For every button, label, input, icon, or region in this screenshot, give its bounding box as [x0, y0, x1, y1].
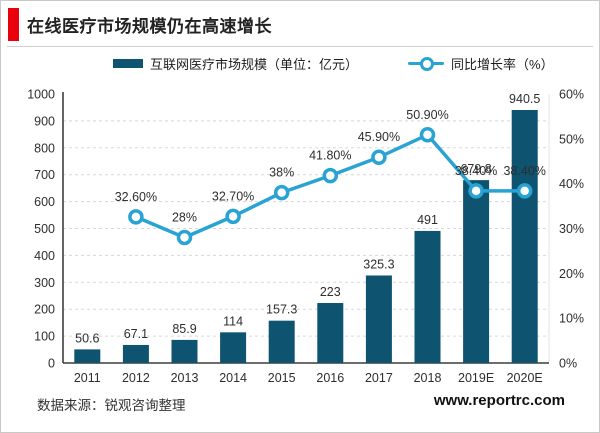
svg-text:2013: 2013	[171, 371, 199, 385]
svg-text:38.40%: 38.40%	[455, 164, 497, 178]
svg-text:10%: 10%	[559, 312, 584, 326]
title-row: 在线医疗市场规模仍在高速增长	[1, 1, 599, 45]
svg-text:114: 114	[223, 314, 243, 328]
svg-text:40%: 40%	[559, 177, 584, 191]
svg-text:67.1: 67.1	[124, 327, 148, 341]
svg-text:2017: 2017	[365, 371, 393, 385]
svg-text:85.9: 85.9	[172, 322, 196, 336]
svg-text:60%: 60%	[559, 88, 584, 102]
svg-text:679.8: 679.8	[460, 162, 491, 176]
line-series-swatch-icon	[408, 56, 445, 71]
svg-text:700: 700	[34, 168, 55, 182]
svg-text:800: 800	[34, 141, 55, 155]
svg-text:500: 500	[34, 222, 55, 236]
svg-text:157.3: 157.3	[266, 303, 297, 317]
svg-text:30%: 30%	[559, 222, 584, 236]
data-source-note: 数据来源：锐观咨询整理	[37, 398, 186, 413]
svg-text:900: 900	[34, 114, 55, 128]
svg-text:223: 223	[320, 285, 341, 299]
title-divider	[7, 46, 593, 47]
svg-text:0: 0	[48, 357, 55, 371]
svg-text:200: 200	[34, 303, 55, 317]
legend-label-market-size: 互联网医疗市场规模（单位：亿元）	[150, 56, 359, 72]
svg-text:41.80%: 41.80%	[309, 149, 351, 163]
page-title: 在线医疗市场规模仍在高速增长	[27, 17, 272, 36]
svg-text:1000: 1000	[27, 88, 55, 102]
legend-item-market-size: 互联网医疗市场规模（单位：亿元）	[113, 54, 358, 73]
legend-item-growth-rate: 同比增长率（%）	[408, 54, 554, 73]
svg-text:300: 300	[34, 276, 55, 290]
svg-text:28%: 28%	[172, 210, 197, 224]
svg-text:400: 400	[34, 249, 55, 263]
svg-text:600: 600	[34, 195, 55, 209]
svg-text:38%: 38%	[269, 166, 294, 180]
svg-text:2018: 2018	[414, 371, 442, 385]
svg-text:20%: 20%	[559, 267, 584, 281]
bar-series-swatch-icon	[113, 58, 143, 68]
svg-text:940.5: 940.5	[509, 92, 540, 106]
svg-text:2012: 2012	[122, 371, 150, 385]
svg-text:2020E: 2020E	[507, 371, 543, 385]
svg-text:50%: 50%	[559, 132, 584, 146]
svg-text:32.70%: 32.70%	[212, 189, 254, 203]
chart-footer: 数据来源：锐观咨询整理 www.reportrc.com	[1, 392, 599, 416]
svg-text:2015: 2015	[268, 371, 296, 385]
legend-label-growth-rate: 同比增长率（%）	[451, 56, 554, 72]
svg-text:0%: 0%	[559, 357, 577, 371]
svg-text:2019E: 2019E	[458, 371, 494, 385]
svg-text:100: 100	[34, 330, 55, 344]
svg-text:32.60%: 32.60%	[115, 190, 157, 204]
svg-text:38.40%: 38.40%	[503, 164, 545, 178]
svg-text:325.3: 325.3	[363, 257, 394, 271]
website-watermark: www.reportrc.com	[433, 392, 565, 409]
svg-text:2014: 2014	[219, 371, 247, 385]
svg-text:2016: 2016	[316, 371, 344, 385]
chart-legend: 互联网医疗市场规模（单位：亿元） 同比增长率（%）	[1, 53, 599, 73]
title-accent-bar	[8, 8, 19, 41]
svg-text:491: 491	[417, 213, 438, 227]
svg-text:2011: 2011	[74, 371, 101, 385]
svg-text:45.90%: 45.90%	[358, 130, 400, 144]
svg-text:50.90%: 50.90%	[406, 108, 448, 122]
svg-text:50.6: 50.6	[75, 331, 99, 345]
